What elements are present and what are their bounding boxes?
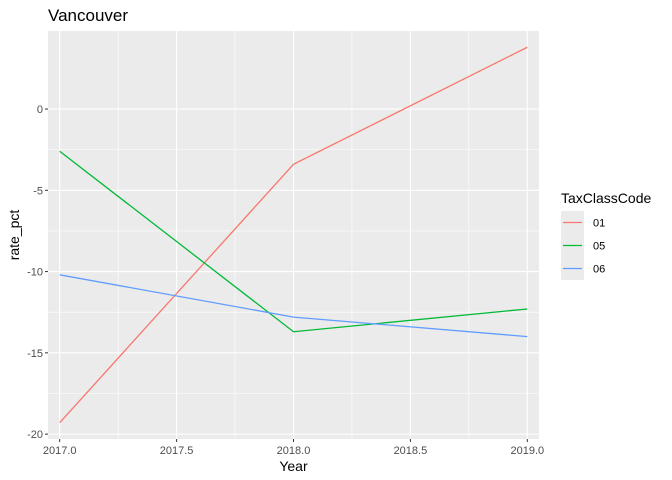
series-line-05 <box>59 150 528 333</box>
y-tick-label: 0 <box>37 104 43 116</box>
series-line-01 <box>59 46 528 424</box>
y-tick-label: -15 <box>27 348 43 360</box>
y-tick-label: -5 <box>33 185 43 197</box>
legend-label-01: 01 <box>593 218 605 230</box>
y-tick-label: -10 <box>27 267 43 279</box>
x-tick-label: 2017.0 <box>43 445 77 457</box>
legend-label-06: 06 <box>593 264 605 276</box>
x-tick-label: 2018.5 <box>394 445 428 457</box>
x-tick-label: 2019.0 <box>510 445 544 457</box>
series-lines <box>59 46 528 424</box>
y-axis: -20 -15 -10 -5 0 <box>27 104 48 441</box>
x-tick-label: 2018.0 <box>277 445 311 457</box>
x-axis: 2017.0 2017.5 2018.0 2018.5 2019.0 <box>43 439 544 457</box>
major-gridlines <box>48 31 539 439</box>
legend-title: TaxClassCode <box>561 190 651 206</box>
x-axis-title: Year <box>279 458 308 474</box>
legend-items: 01 05 06 <box>561 211 605 280</box>
series-line-06 <box>59 274 528 338</box>
x-tick-label: 2017.5 <box>160 445 194 457</box>
legend: TaxClassCode 01 05 06 <box>561 190 651 280</box>
chart-title: Vancouver <box>48 6 128 25</box>
y-axis-title: rate_pct <box>6 210 22 261</box>
legend-label-05: 05 <box>593 241 605 253</box>
y-tick-label: -20 <box>27 429 43 441</box>
